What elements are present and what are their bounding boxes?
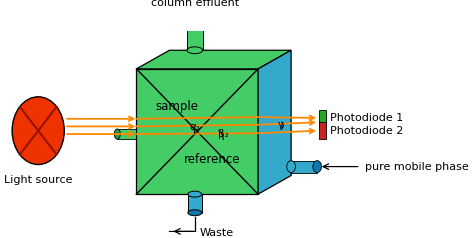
- Text: pure mobile phase: pure mobile phase: [365, 162, 469, 172]
- Polygon shape: [137, 69, 258, 194]
- Bar: [188, 194, 202, 213]
- Text: reference: reference: [183, 153, 240, 166]
- Ellipse shape: [188, 191, 202, 197]
- Bar: [319, 122, 326, 139]
- Bar: [187, 25, 202, 50]
- Ellipse shape: [114, 129, 120, 139]
- Polygon shape: [258, 50, 291, 194]
- Text: column effluent: column effluent: [151, 0, 239, 8]
- Text: Waste: Waste: [199, 228, 233, 238]
- Text: Photodiode 1: Photodiode 1: [330, 113, 403, 123]
- Ellipse shape: [287, 161, 295, 173]
- Polygon shape: [137, 50, 291, 69]
- Text: α₁: α₁: [190, 122, 201, 132]
- Bar: [291, 161, 317, 173]
- Text: Light source: Light source: [4, 175, 73, 185]
- Ellipse shape: [187, 21, 202, 28]
- Ellipse shape: [188, 210, 202, 216]
- Bar: [117, 129, 137, 139]
- Ellipse shape: [187, 47, 202, 54]
- Text: β₂: β₂: [218, 129, 228, 139]
- Ellipse shape: [12, 97, 64, 164]
- Ellipse shape: [313, 161, 321, 173]
- Text: Photodiode 2: Photodiode 2: [330, 126, 403, 136]
- Bar: [319, 109, 326, 126]
- Text: sample: sample: [155, 100, 198, 113]
- Text: γ: γ: [278, 120, 284, 130]
